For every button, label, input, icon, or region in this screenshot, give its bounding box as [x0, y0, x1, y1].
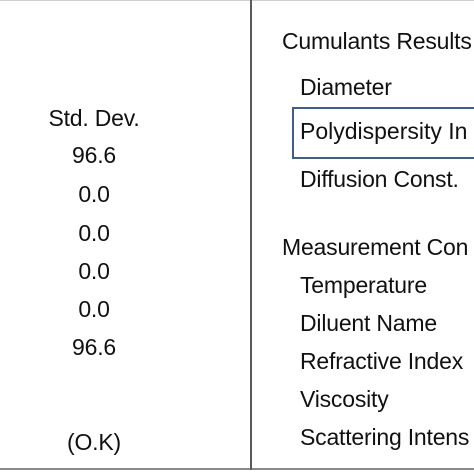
polydispersity-index-item[interactable]: Polydispersity In	[300, 118, 468, 144]
std-dev-value: 0.0	[78, 296, 110, 322]
diameter-item[interactable]: Diameter	[300, 74, 392, 100]
temperature-item[interactable]: Temperature	[300, 272, 427, 298]
scattering-intensity-item[interactable]: Scattering Intens	[300, 424, 470, 450]
cumulants-results-heading[interactable]: Cumulants Results	[282, 28, 472, 54]
std-dev-value: 96.6	[72, 142, 116, 168]
viscosity-item[interactable]: Viscosity	[300, 386, 389, 412]
refractive-index-item[interactable]: Refractive Index	[300, 348, 463, 374]
measurement-conditions-heading[interactable]: Measurement Con	[282, 234, 469, 260]
std-dev-value: 96.6	[72, 334, 116, 360]
std-dev-value: 0.0	[78, 220, 110, 246]
top-border	[0, 0, 474, 1]
panel-divider	[250, 0, 252, 470]
std-dev-value: 0.0	[78, 258, 110, 284]
std-dev-header: Std. Dev.	[48, 105, 140, 131]
diluent-name-item[interactable]: Diluent Name	[300, 310, 437, 336]
selected-row-outline[interactable]	[292, 107, 474, 159]
diffusion-constant-item[interactable]: Diffusion Const.	[300, 166, 459, 192]
bottom-border	[0, 468, 474, 470]
std-dev-value: 0.0	[78, 181, 110, 207]
status-ok-text: (O.K)	[67, 429, 121, 455]
